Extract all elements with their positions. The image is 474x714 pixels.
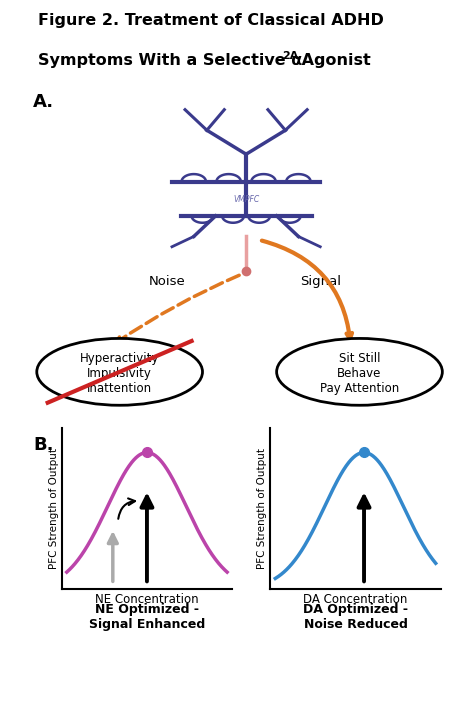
Text: Behave: Behave [337,367,382,380]
Text: Signal: Signal [300,274,341,288]
Text: 2A: 2A [282,51,299,61]
X-axis label: NE Concentration: NE Concentration [95,593,199,606]
Text: DA Optimized -
Noise Reduced: DA Optimized - Noise Reduced [303,603,408,631]
Text: Impulsivity: Impulsivity [87,367,152,380]
Text: NE Optimized -
Signal Enhanced: NE Optimized - Signal Enhanced [89,603,205,631]
Y-axis label: PFC Strength of Output: PFC Strength of Output [257,448,267,569]
Ellipse shape [37,338,202,406]
Text: Noise: Noise [149,274,186,288]
Text: B.: B. [33,436,54,453]
Text: A.: A. [32,93,54,111]
X-axis label: DA Concentration: DA Concentration [303,593,408,606]
Text: Hyperactivity: Hyperactivity [80,351,159,365]
Text: VMPFC: VMPFC [233,195,259,204]
Text: Pay Attention: Pay Attention [320,383,399,396]
Text: Inattention: Inattention [87,383,152,396]
Text: Figure 2. Treatment of Classical ADHD: Figure 2. Treatment of Classical ADHD [38,13,384,28]
Y-axis label: PFC Strength of Output: PFC Strength of Output [49,448,59,569]
Text: Agonist: Agonist [296,53,371,68]
Ellipse shape [277,338,442,406]
Text: Sit Still: Sit Still [339,351,380,365]
Text: Symptoms With a Selective α: Symptoms With a Selective α [38,53,302,68]
